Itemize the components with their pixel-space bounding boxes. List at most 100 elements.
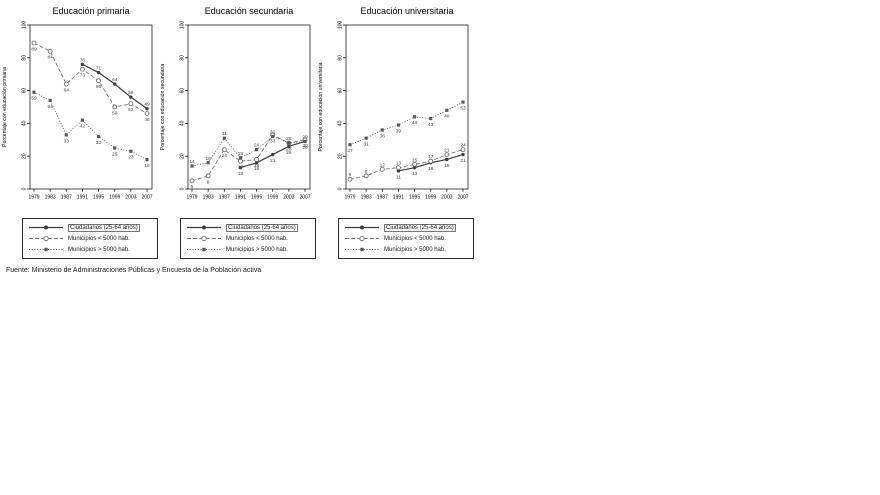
svg-text:100: 100 [180, 21, 186, 30]
svg-text:52: 52 [128, 107, 134, 113]
svg-text:84: 84 [47, 55, 53, 61]
svg-text:Porcentaje con educación unive: Porcentaje con educación universitaria [318, 62, 324, 151]
svg-text:2003: 2003 [283, 195, 294, 201]
svg-text:26: 26 [286, 150, 292, 156]
svg-text:1979: 1979 [28, 195, 39, 201]
svg-text:11: 11 [396, 174, 401, 180]
dashed-line-icon [29, 235, 63, 242]
chart-educacion-primaria: Educación primaria 0 20 40 60 80 100 1979 1983 1… [0, 6, 158, 259]
chart-educacion-secundaria: Educación secundaria 0 20 40 60 80 100 1979 198… [158, 6, 316, 259]
svg-text:33: 33 [270, 138, 276, 144]
dashed-line-icon [345, 235, 379, 242]
svg-text:15: 15 [412, 157, 418, 163]
svg-text:60: 60 [180, 88, 186, 94]
legend: Ciudadanos (25-64 años) Municipios < 500… [180, 218, 316, 259]
svg-text:1999: 1999 [425, 195, 436, 201]
svg-text:1987: 1987 [61, 195, 72, 201]
svg-text:8: 8 [207, 179, 210, 185]
svg-text:0: 0 [180, 187, 186, 190]
svg-text:16: 16 [205, 156, 211, 162]
svg-text:12: 12 [380, 162, 386, 168]
legend-label: Ciudadanos (25-64 años) [226, 223, 298, 232]
chart-title: Educación primaria [52, 6, 130, 16]
svg-text:2007: 2007 [457, 195, 468, 201]
svg-text:2003: 2003 [441, 195, 452, 201]
svg-text:24: 24 [222, 153, 228, 159]
legend-item-ciudadanos: Ciudadanos (25-64 años) [185, 222, 312, 233]
svg-text:48: 48 [444, 114, 450, 120]
svg-text:71: 71 [96, 66, 102, 72]
svg-text:80: 80 [22, 55, 28, 61]
legend-label: Municipios < 5000 hab. [384, 235, 446, 242]
solid-line-icon [187, 225, 221, 230]
svg-text:1995: 1995 [93, 195, 104, 201]
svg-text:1999: 1999 [267, 195, 278, 201]
svg-text:13: 13 [396, 161, 402, 167]
svg-text:20: 20 [22, 153, 28, 159]
svg-text:1987: 1987 [219, 195, 230, 201]
solid-line-icon [345, 225, 379, 230]
svg-text:1991: 1991 [77, 195, 88, 201]
svg-text:50: 50 [112, 110, 118, 116]
svg-text:39: 39 [396, 128, 402, 134]
svg-text:59: 59 [31, 96, 37, 102]
legend-item-municipios-mayor-5000: Municipios > 5000 hab. [27, 244, 154, 255]
svg-text:19: 19 [238, 151, 244, 157]
svg-text:2003: 2003 [125, 195, 136, 201]
svg-text:49: 49 [144, 102, 150, 108]
legend-item-municipios-mayor-5000: Municipios > 5000 hab. [185, 244, 312, 255]
svg-text:33: 33 [64, 138, 70, 144]
svg-text:20: 20 [180, 153, 186, 159]
svg-text:0: 0 [22, 187, 28, 190]
dashed-line-icon [187, 235, 221, 242]
chart-title: Educación universitaria [360, 6, 454, 16]
svg-text:1979: 1979 [344, 195, 355, 201]
svg-text:54: 54 [47, 104, 53, 110]
svg-text:8: 8 [365, 169, 368, 175]
svg-text:25: 25 [112, 151, 118, 157]
svg-text:1983: 1983 [45, 195, 56, 201]
svg-text:29: 29 [302, 134, 308, 140]
svg-text:43: 43 [428, 122, 434, 128]
svg-text:64: 64 [64, 87, 70, 93]
svg-text:16: 16 [428, 166, 434, 172]
legend: Ciudadanos (25-64 años) Municipios < 500… [338, 218, 474, 259]
svg-text:1979: 1979 [186, 195, 197, 201]
svg-text:1991: 1991 [393, 195, 404, 201]
svg-text:29: 29 [302, 145, 308, 151]
svg-text:23: 23 [128, 155, 134, 161]
svg-text:30: 30 [302, 143, 308, 149]
dotted-line-icon [187, 247, 221, 252]
svg-text:6: 6 [349, 172, 352, 178]
svg-text:13: 13 [412, 171, 418, 177]
legend-label: Municipios > 5000 hab. [226, 246, 288, 253]
svg-text:56: 56 [128, 90, 134, 96]
legend-item-ciudadanos: Ciudadanos (25-64 años) [27, 222, 154, 233]
legend: Ciudadanos (25-64 años) Municipios < 500… [22, 218, 158, 259]
line-chart-canvas: 0 20 40 60 80 100 1979 1983 1987 1991 1995 1999 2003… [160, 21, 311, 201]
legend-label: Ciudadanos (25-64 años) [384, 223, 456, 232]
svg-text:13: 13 [238, 171, 244, 177]
legend-label: Ciudadanos (25-64 años) [68, 223, 140, 232]
svg-text:16: 16 [254, 166, 260, 172]
dotted-line-icon [29, 247, 63, 252]
svg-text:1991: 1991 [235, 195, 246, 201]
svg-text:1987: 1987 [377, 195, 388, 201]
legend-item-municipios-mayor-5000: Municipios > 5000 hab. [343, 244, 470, 255]
svg-text:40: 40 [338, 120, 344, 126]
svg-text:76: 76 [80, 57, 86, 63]
svg-text:24: 24 [254, 143, 260, 149]
svg-text:18: 18 [254, 163, 260, 169]
chart-educacion-universitaria: Educación universitaria 0 20 40 60 80 100 1979… [316, 6, 474, 259]
svg-text:100: 100 [338, 21, 344, 30]
svg-text:64: 64 [112, 77, 118, 83]
svg-text:28: 28 [286, 146, 292, 152]
legend-item-municipios-menor-5000: Municipios < 5000 hab. [185, 233, 312, 244]
dotted-line-icon [345, 247, 379, 252]
svg-text:46: 46 [144, 117, 150, 123]
svg-text:17: 17 [428, 154, 434, 160]
svg-text:32: 32 [270, 130, 276, 136]
legend-item-municipios-menor-5000: Municipios < 5000 hab. [343, 233, 470, 244]
svg-text:80: 80 [180, 55, 186, 61]
svg-text:1983: 1983 [203, 195, 214, 201]
